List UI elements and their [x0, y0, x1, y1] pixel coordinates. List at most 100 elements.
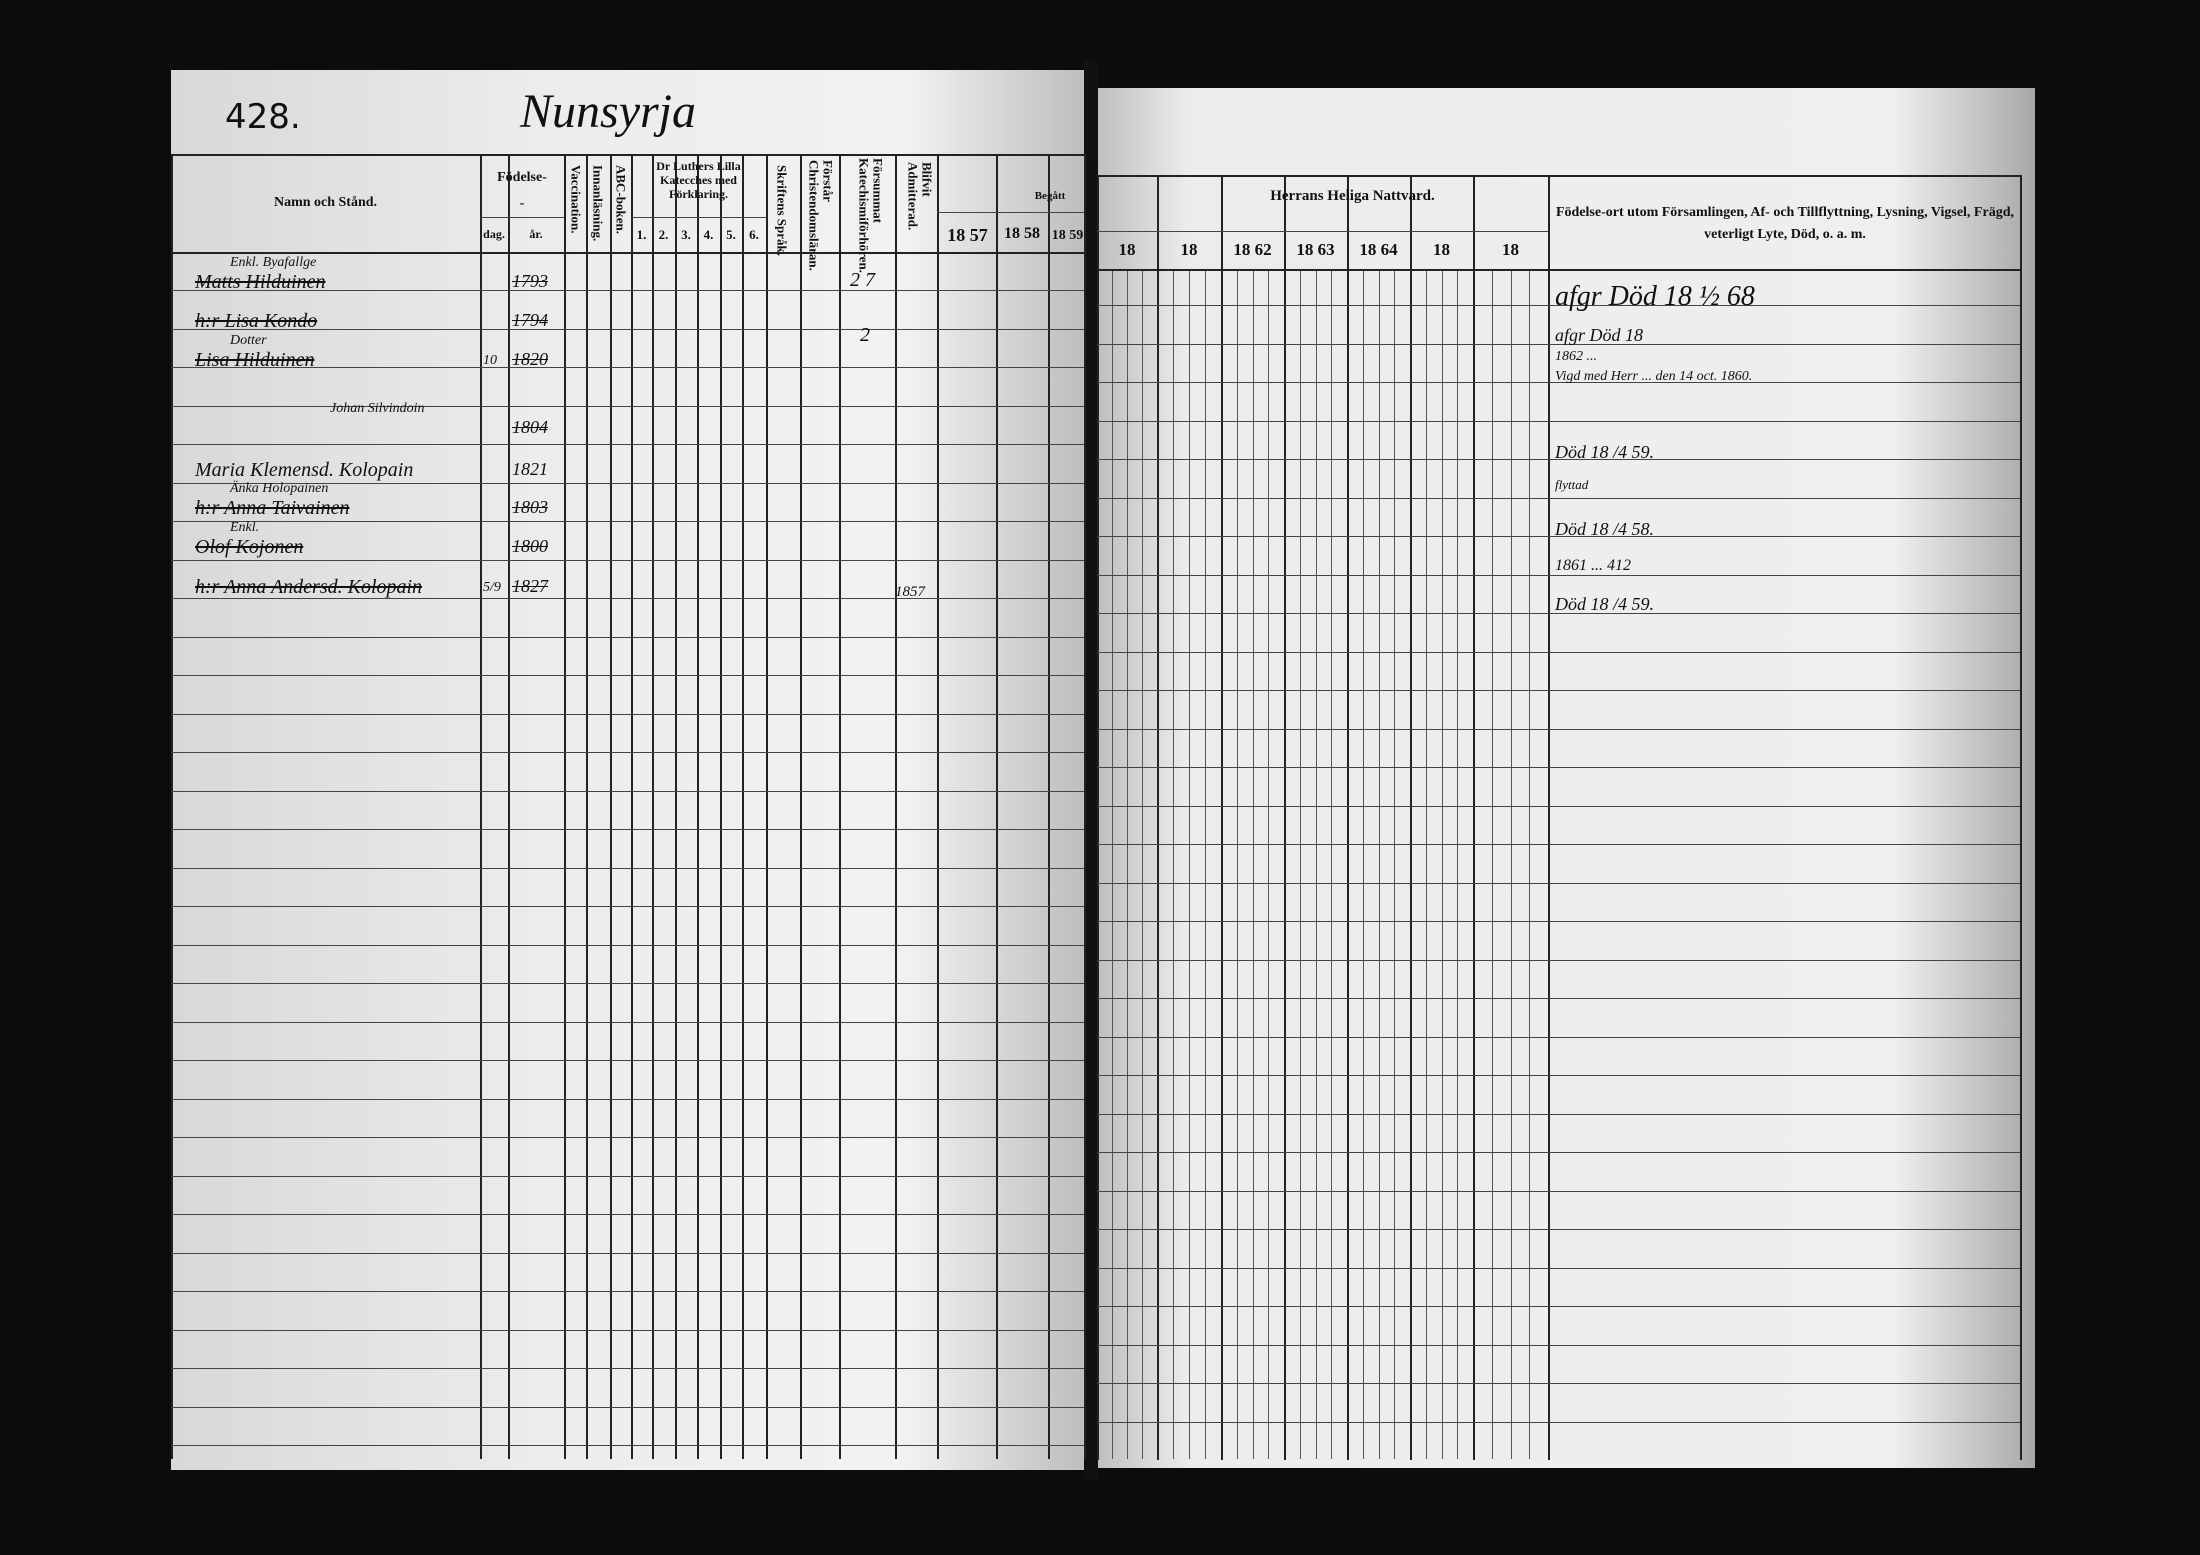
row-line: [171, 675, 1084, 676]
sub-column-line: [1268, 269, 1270, 1459]
sub-column-line: [1315, 269, 1317, 1459]
column-line: [839, 154, 841, 1459]
column-line: [631, 154, 633, 1459]
nattvard-year-7: 18: [1502, 240, 1519, 259]
column-line: [996, 154, 998, 1459]
column-line: [1084, 154, 1086, 1459]
row-line: [1097, 1421, 2020, 1423]
header-birth-dash: -: [519, 196, 525, 211]
remark: afgr Död 18 ½ 68: [1555, 281, 1755, 312]
header-forstar: Förstår Christendomsläran.: [806, 160, 836, 271]
left-page: [171, 70, 1087, 1470]
row-line: [1097, 651, 2020, 653]
row-line: [171, 983, 1084, 984]
entry-note: Dotter: [230, 333, 267, 348]
row-line: [171, 1291, 1084, 1292]
header-skriftens: Skriftens Språk.: [774, 165, 790, 257]
row-line: [1097, 1267, 2020, 1269]
entry-year: 1794: [512, 310, 548, 330]
entry-year: 1803: [512, 497, 548, 517]
column-line: [766, 154, 768, 1459]
header-begatt: Begått: [1034, 190, 1066, 202]
row-line: [1097, 921, 2020, 922]
row-line: [1097, 1075, 2020, 1076]
sub-column-line: [1362, 269, 1364, 1459]
column-line: [1410, 175, 1412, 1460]
sub-column-line: [1189, 269, 1190, 1459]
header-mid-line: [937, 212, 1084, 213]
page-number: 428.: [225, 97, 301, 137]
entry-note: Änka Holopainen: [230, 481, 329, 496]
entry-name: h:r Anna Andersd. Kolopain: [195, 576, 423, 598]
row-line: [1097, 998, 2020, 999]
row-line: [171, 328, 1084, 330]
remark: afgr Död 18: [1555, 325, 1644, 345]
row-line: [171, 405, 1084, 407]
sub-column-line: [1205, 269, 1206, 1459]
sub-column-line: [1331, 269, 1333, 1459]
row-line: [1097, 767, 2020, 768]
entry-name: h:r Lisa Kondo: [195, 310, 318, 332]
header-admitterad: Blifvit Admitterad.: [905, 162, 935, 231]
entry-day: 5/9: [483, 580, 501, 595]
remark: 1861 ... 412: [1555, 557, 1631, 574]
column-line: [1221, 175, 1223, 1460]
row-line: [1097, 305, 2020, 306]
column-line: [1284, 175, 1286, 1460]
entry-year: 1800: [512, 536, 548, 556]
row-line: [171, 444, 1084, 445]
entry-note: Enkl. Byafallge: [230, 255, 317, 270]
remark: Död 18 /4 59.: [1555, 442, 1654, 462]
nattvard-year-2: 18: [1180, 240, 1198, 259]
row-line: [171, 1368, 1084, 1369]
row-line: [171, 713, 1084, 715]
column-line: [564, 154, 566, 1459]
remark: Död 18 /4 58.: [1555, 519, 1654, 539]
column-line: [508, 154, 510, 1459]
row-line: [1097, 497, 2020, 499]
mark-admitterad: 1857: [895, 584, 925, 600]
entry-name: Maria Klemensd. Kolopain: [195, 459, 414, 481]
entry-note: Johan Silvindoin: [330, 401, 425, 416]
year-col-1: 18 57: [947, 225, 988, 245]
header-mid-line: [631, 217, 766, 218]
sub-column-line: [1425, 269, 1427, 1459]
sub-column-line: [1457, 269, 1459, 1459]
column-line: [937, 154, 939, 1459]
entry-day: 10: [483, 353, 497, 368]
row-line: [171, 906, 1084, 907]
sub-column-line: [1529, 269, 1531, 1459]
row-line: [1097, 420, 2020, 422]
row-line: [171, 367, 1084, 368]
column-line: [1097, 175, 1099, 1460]
header-bottom-line: [171, 252, 1084, 254]
nattvard-year-5: 18 64: [1359, 240, 1398, 259]
entry-name: Lisa Hilduinen: [195, 349, 315, 371]
column-line: [697, 154, 699, 1459]
header-remarks: Födelse-ort utom Församlingen, Af- och T…: [1555, 205, 2014, 243]
header-name: Namn och Stånd.: [273, 195, 378, 210]
column-line: [1048, 154, 1050, 1459]
header-nattvard: Herrans Heliga Nattvard.: [1270, 188, 1435, 204]
column-line: [1157, 175, 1159, 1460]
row-line: [1097, 1190, 2020, 1192]
row-line: [171, 482, 1084, 484]
row-line: [1097, 613, 2020, 614]
luther-col-6: 6.: [749, 227, 759, 242]
row-line: [1097, 1344, 2020, 1346]
row-line: [1097, 1306, 2020, 1307]
remark: flyttad: [1555, 477, 1589, 492]
header-birth: Födelse-: [497, 170, 547, 185]
row-line: [171, 1021, 1084, 1023]
row-line: [1097, 459, 2020, 460]
row-line: [171, 1445, 1084, 1446]
header-day: dag.: [483, 227, 505, 241]
luther-col-2: 2.: [658, 227, 669, 242]
column-line: [610, 154, 612, 1459]
row-line: [171, 829, 1084, 830]
year-col-2: 18 58: [1004, 225, 1040, 242]
row-line: [171, 790, 1084, 792]
luther-col-5: 5.: [726, 227, 736, 242]
header-year: år.: [529, 227, 543, 241]
row-line: [171, 944, 1084, 946]
